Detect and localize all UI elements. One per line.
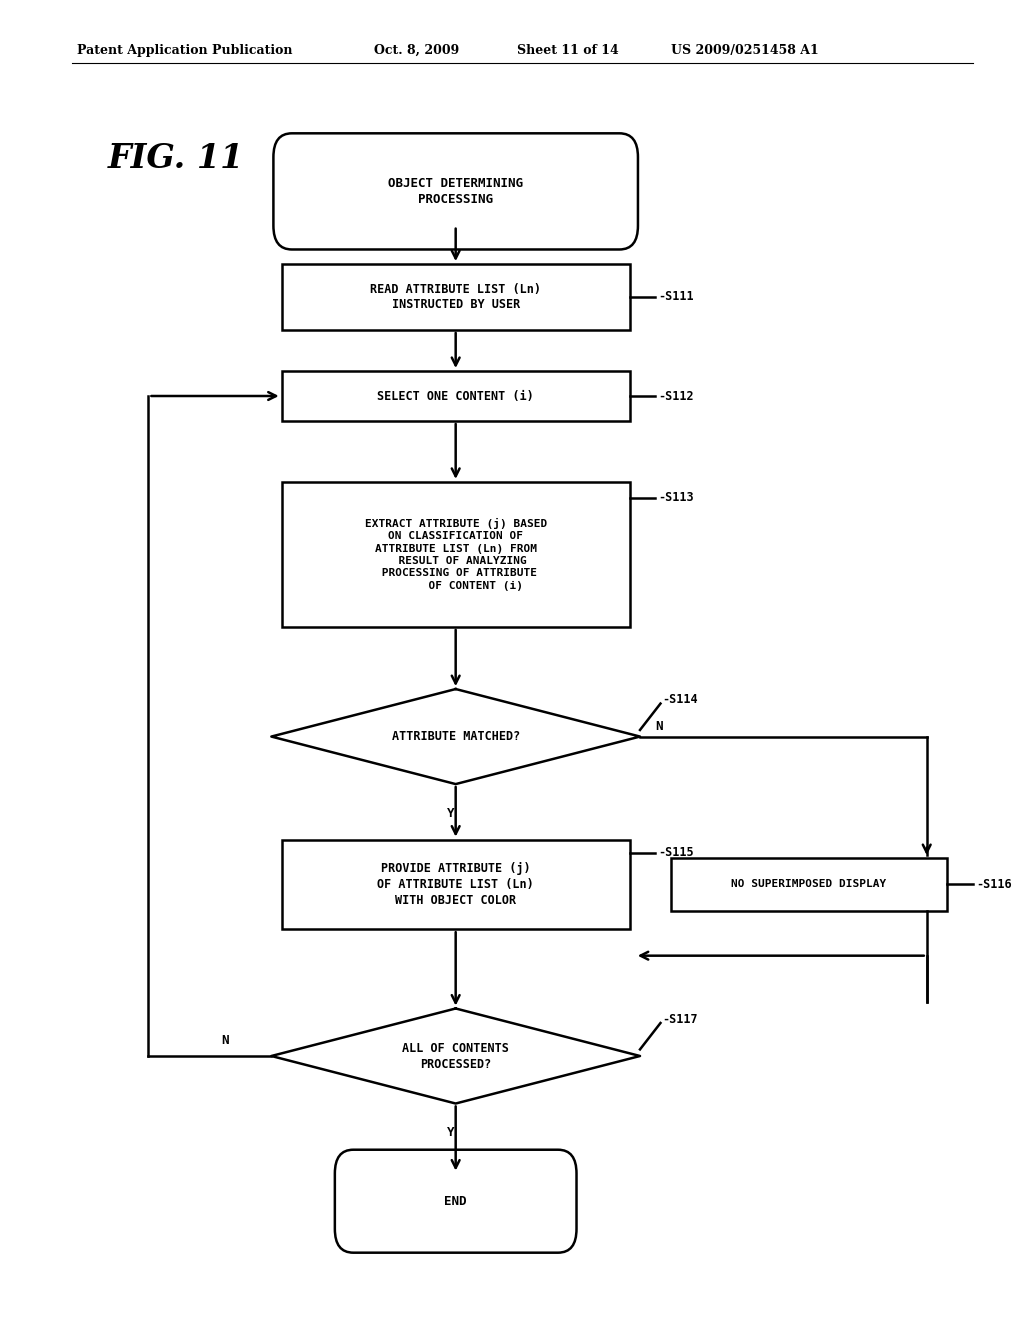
FancyBboxPatch shape [273,133,638,249]
Text: PROVIDE ATTRIBUTE (j)
OF ATTRIBUTE LIST (Ln)
WITH OBJECT COLOR: PROVIDE ATTRIBUTE (j) OF ATTRIBUTE LIST … [377,862,535,907]
Bar [282,840,630,929]
Text: -S111: -S111 [658,290,694,304]
Text: -S117: -S117 [663,1012,698,1026]
Text: -S115: -S115 [658,846,694,859]
Text: Oct. 8, 2009: Oct. 8, 2009 [374,44,459,57]
Text: -S114: -S114 [663,693,698,706]
Bar [282,264,630,330]
Text: US 2009/0251458 A1: US 2009/0251458 A1 [671,44,818,57]
Bar [282,371,630,421]
Polygon shape [271,689,640,784]
Bar [671,858,947,911]
Text: FIG. 11: FIG. 11 [108,143,244,176]
Text: SELECT ONE CONTENT (i): SELECT ONE CONTENT (i) [377,389,535,403]
Text: N: N [655,719,663,733]
Text: END: END [444,1195,467,1208]
Text: EXTRACT ATTRIBUTE (j) BASED
ON CLASSIFICATION OF
ATTRIBUTE LIST (Ln) FROM
  RESU: EXTRACT ATTRIBUTE (j) BASED ON CLASSIFIC… [365,517,547,591]
Text: N: N [221,1034,229,1047]
Text: OBJECT DETERMINING
PROCESSING: OBJECT DETERMINING PROCESSING [388,177,523,206]
Text: ATTRIBUTE MATCHED?: ATTRIBUTE MATCHED? [391,730,520,743]
Text: -S112: -S112 [658,389,694,403]
Text: READ ATTRIBUTE LIST (Ln)
INSTRUCTED BY USER: READ ATTRIBUTE LIST (Ln) INSTRUCTED BY U… [371,282,541,312]
Text: Y: Y [446,807,455,820]
Text: -S116: -S116 [976,878,1012,891]
FancyBboxPatch shape [335,1150,577,1253]
Text: -S113: -S113 [658,491,694,504]
Polygon shape [271,1008,640,1104]
Text: Sheet 11 of 14: Sheet 11 of 14 [517,44,618,57]
Text: NO SUPERIMPOSED DISPLAY: NO SUPERIMPOSED DISPLAY [731,879,887,890]
Text: ALL OF CONTENTS
PROCESSED?: ALL OF CONTENTS PROCESSED? [402,1041,509,1071]
Text: Patent Application Publication: Patent Application Publication [77,44,292,57]
Bar [282,482,630,627]
Text: Y: Y [446,1126,455,1139]
